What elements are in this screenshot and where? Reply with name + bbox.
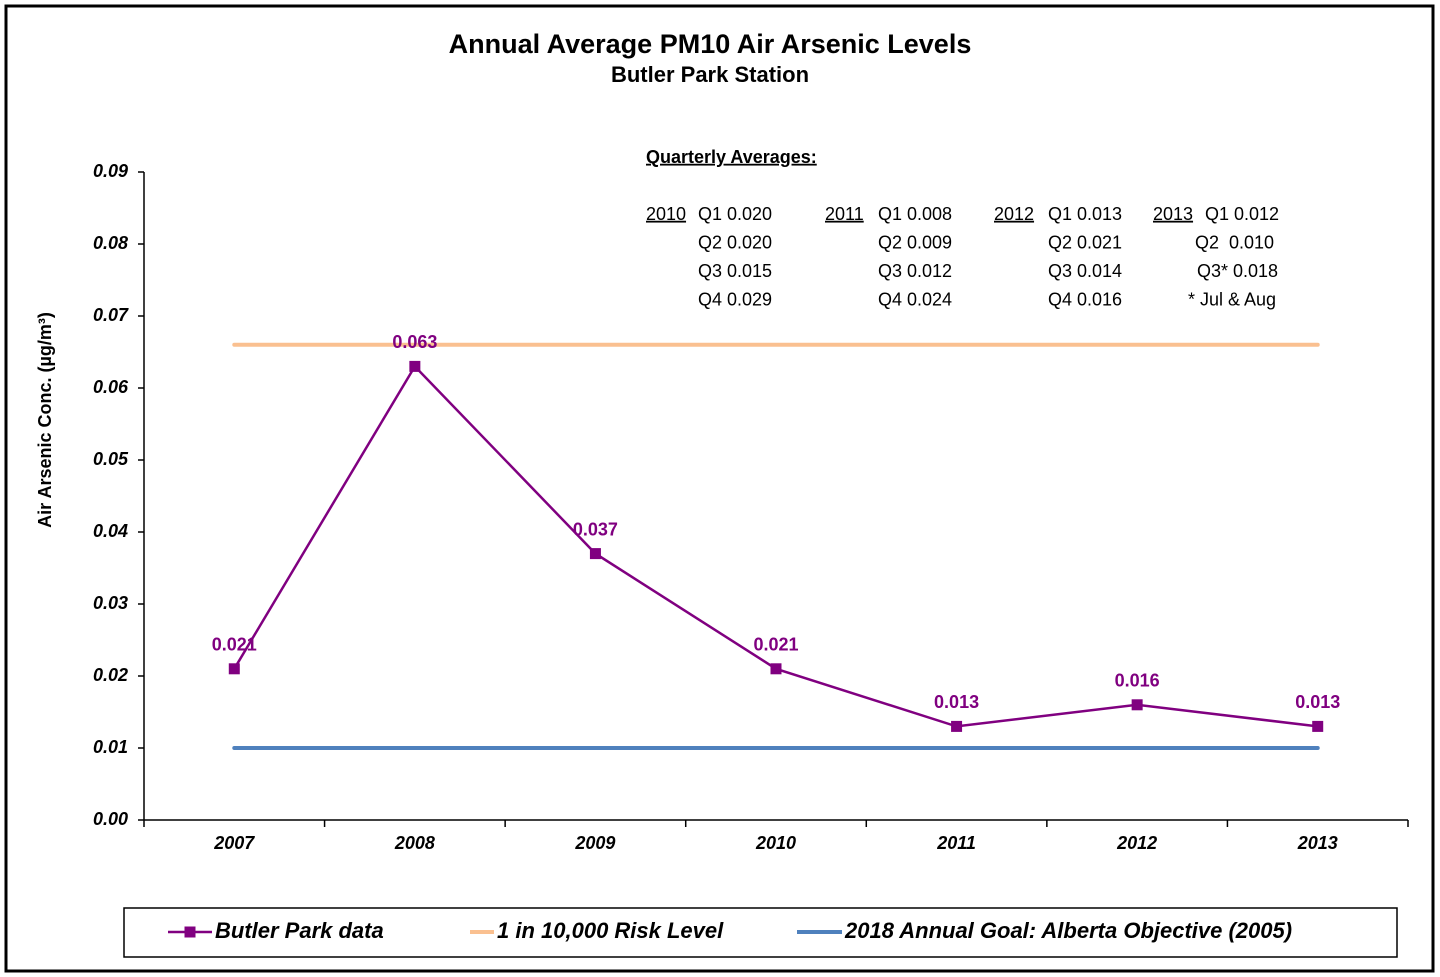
- y-tick-label: 0.05: [93, 449, 129, 469]
- data-label: 0.016: [1115, 671, 1160, 691]
- y-tick-label: 0.06: [93, 377, 129, 397]
- y-tick-label: 0.02: [93, 665, 128, 685]
- annotation-line: Q2 0.020: [698, 232, 772, 252]
- y-tick-label: 0.07: [93, 305, 129, 325]
- x-tick-label: 2009: [574, 833, 615, 853]
- annotation-line: Q2 0.021: [1048, 232, 1122, 252]
- annotation-line: Q4 0.024: [878, 289, 952, 309]
- annotation-line: Q4 0.029: [698, 289, 772, 309]
- legend-label: 2018 Annual Goal: Alberta Objective (200…: [844, 918, 1292, 943]
- chart-border: [4, 4, 1435, 973]
- x-tick-label: 2013: [1297, 833, 1338, 853]
- annotation-line: Q3* 0.018: [1197, 261, 1278, 281]
- annotation-line: * Jul & Aug: [1188, 289, 1276, 309]
- data-label: 0.021: [753, 635, 798, 655]
- annotation-line: Q3 0.014: [1048, 261, 1122, 281]
- y-tick-label: 0.01: [93, 737, 128, 757]
- annotation-line: Q3 0.012: [878, 261, 952, 281]
- data-label: 0.013: [934, 692, 979, 712]
- data-point: [228, 663, 240, 675]
- annotation-year: 2010: [646, 204, 686, 224]
- chart-subtitle: Butler Park Station: [611, 62, 809, 87]
- annotation-line: Q1 0.013: [1048, 204, 1122, 224]
- x-tick-label: 2010: [755, 833, 796, 853]
- x-tick-label: 2011: [936, 833, 976, 853]
- x-tick-label: 2012: [1116, 833, 1157, 853]
- annotation-year: 2012: [994, 204, 1034, 224]
- data-point: [1131, 699, 1143, 711]
- legend-box: [123, 907, 1398, 958]
- data-label: 0.063: [392, 332, 437, 352]
- annotation-year: 2013: [1153, 204, 1193, 224]
- data-point: [951, 720, 963, 732]
- y-tick-label: 0.09: [93, 161, 128, 181]
- chart-title: Annual Average PM10 Air Arsenic Levels: [449, 29, 972, 59]
- data-point: [409, 360, 421, 372]
- y-tick-label: 0.08: [93, 233, 128, 253]
- annotation-line: Q1 0.012: [1205, 204, 1279, 224]
- annotation-line: Q2 0.010: [1195, 232, 1274, 252]
- annotation-title: Quarterly Averages:: [646, 147, 817, 167]
- y-tick-label: 0.04: [93, 521, 128, 541]
- x-tick-label: 2008: [394, 833, 435, 853]
- annotation-line: Q1 0.020: [698, 204, 772, 224]
- annotation-year: 2011: [825, 204, 864, 224]
- annotation-line: Q2 0.009: [878, 232, 952, 252]
- y-tick-label: 0.03: [93, 593, 128, 613]
- data-point: [589, 548, 601, 560]
- annotation-line: Q4 0.016: [1048, 289, 1122, 309]
- data-point: [770, 663, 782, 675]
- legend-label: 1 in 10,000 Risk Level: [497, 918, 724, 943]
- legend-marker: [184, 926, 196, 938]
- data-point: [1312, 720, 1324, 732]
- y-tick-label: 0.00: [93, 809, 128, 829]
- x-tick-label: 2007: [213, 833, 255, 853]
- data-label: 0.013: [1295, 692, 1340, 712]
- annotation-line: Q3 0.015: [698, 261, 772, 281]
- annotation-line: Q1 0.008: [878, 204, 952, 224]
- y-axis-label: Air Arsenic Conc. (µg/m³): [35, 312, 55, 528]
- data-label: 0.037: [573, 519, 618, 539]
- data-label: 0.021: [212, 635, 257, 655]
- legend-label: Butler Park data: [215, 918, 384, 943]
